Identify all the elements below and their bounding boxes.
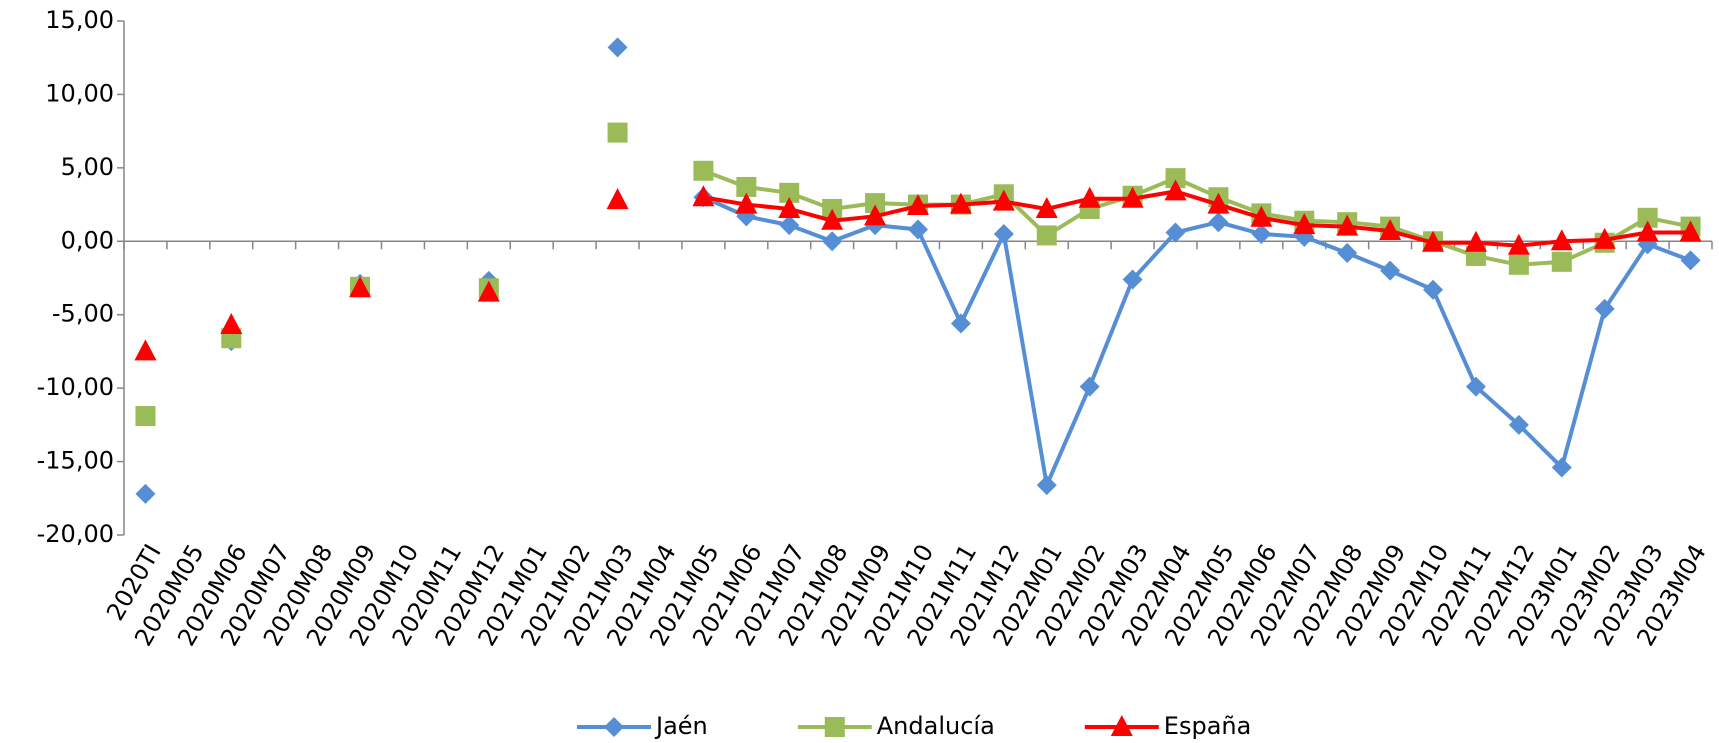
- marker: [1464, 230, 1487, 252]
- marker: [1035, 196, 1058, 218]
- marker: [1036, 475, 1057, 496]
- marker: [1551, 251, 1572, 272]
- marker: [1121, 186, 1144, 208]
- marker: [1293, 213, 1316, 235]
- marker: [1164, 179, 1187, 201]
- marker: [1380, 260, 1401, 281]
- marker: [220, 312, 243, 334]
- marker: [1507, 233, 1530, 255]
- marker: [604, 717, 624, 737]
- y-tick-label: 0,00: [61, 226, 114, 254]
- y-tick-label: -10,00: [37, 373, 114, 401]
- marker: [1680, 250, 1701, 271]
- marker: [135, 406, 156, 427]
- marker: [1551, 457, 1572, 478]
- marker: [1508, 254, 1529, 275]
- y-tick-label: 10,00: [45, 79, 114, 107]
- series-line: [703, 189, 1691, 248]
- marker: [1337, 243, 1358, 264]
- marker: [1079, 376, 1100, 397]
- y-tick-label: -5,00: [52, 300, 114, 328]
- marker: [1636, 220, 1659, 242]
- legend-label: España: [1164, 712, 1252, 740]
- marker: [1165, 168, 1186, 189]
- marker: [607, 37, 628, 58]
- marker: [1207, 192, 1230, 214]
- marker: [607, 122, 628, 143]
- marker: [1122, 269, 1143, 290]
- marker: [1379, 219, 1402, 241]
- marker: [1423, 279, 1444, 300]
- marker: [993, 223, 1014, 244]
- marker: [1078, 186, 1101, 208]
- marker: [477, 280, 500, 302]
- marker: [908, 219, 928, 240]
- marker: [1508, 414, 1529, 435]
- y-tick-label: 5,00: [61, 153, 114, 181]
- marker: [779, 182, 800, 203]
- marker: [1165, 222, 1186, 243]
- marker: [778, 196, 801, 218]
- marker: [779, 215, 800, 236]
- marker: [1110, 715, 1133, 736]
- y-tick-label: 15,00: [45, 6, 114, 34]
- marker: [693, 160, 714, 181]
- legend-label: Andalucía: [877, 712, 995, 740]
- marker: [1637, 207, 1658, 228]
- marker: [1208, 212, 1229, 233]
- marker: [736, 176, 757, 197]
- marker: [1679, 220, 1702, 242]
- legend-label: Jaén: [654, 712, 708, 740]
- marker: [135, 483, 156, 504]
- marker: [1336, 214, 1359, 236]
- marker: [824, 717, 845, 737]
- marker: [822, 231, 843, 252]
- marker: [349, 276, 372, 298]
- marker: [949, 192, 972, 214]
- marker: [864, 204, 887, 226]
- marker: [1036, 225, 1057, 246]
- marker: [1422, 230, 1445, 252]
- marker: [1594, 298, 1615, 319]
- marker: [134, 339, 157, 361]
- marker: [606, 188, 629, 210]
- marker: [865, 193, 886, 214]
- marker: [735, 192, 758, 214]
- marker: [1251, 223, 1272, 244]
- marker: [950, 313, 971, 334]
- y-tick-label: -15,00: [37, 447, 114, 475]
- marker: [1593, 227, 1616, 249]
- marker: [692, 185, 715, 207]
- series-line: [702, 195, 1692, 488]
- marker: [992, 189, 1015, 211]
- marker: [907, 194, 929, 216]
- marker: [821, 208, 844, 230]
- marker: [1250, 205, 1273, 227]
- marker: [1465, 376, 1486, 397]
- marker: [1550, 229, 1573, 251]
- y-tick-label: -20,00: [37, 520, 114, 548]
